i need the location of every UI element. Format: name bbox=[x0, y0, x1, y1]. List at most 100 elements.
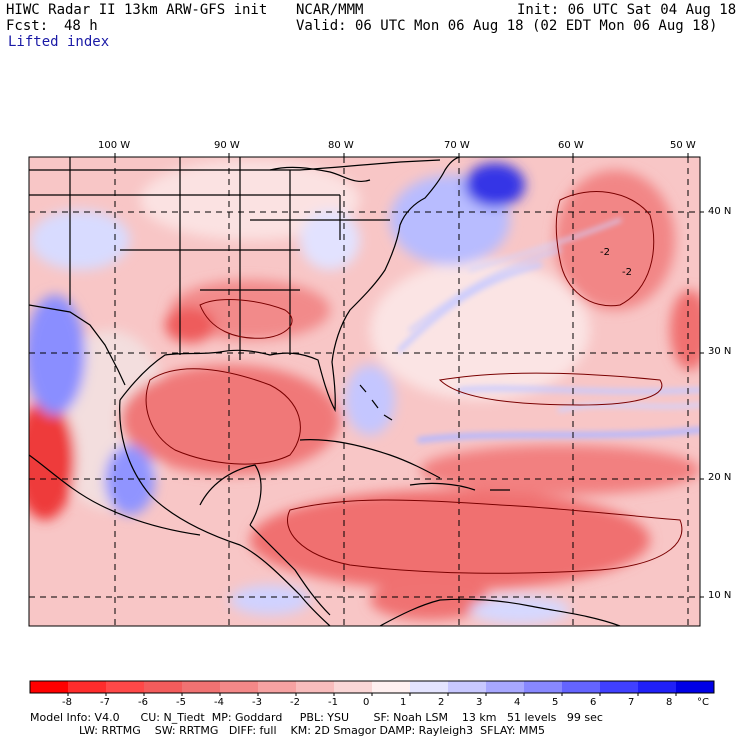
colorbar-swatch bbox=[106, 681, 144, 693]
central-america bbox=[249, 524, 331, 616]
colorbar-tick-neg4: -4 bbox=[214, 697, 224, 708]
mexico-pacific-coast bbox=[29, 454, 201, 536]
colorbar-swatch bbox=[372, 681, 410, 693]
lon-label-100w: 100 W bbox=[98, 140, 131, 151]
colorbar-swatch bbox=[524, 681, 562, 693]
us-mexico-border bbox=[29, 304, 126, 386]
unstable-east-edge bbox=[670, 290, 700, 370]
south-america-coast bbox=[379, 598, 621, 626]
colorbar-swatch bbox=[448, 681, 486, 693]
colorbar-swatch bbox=[676, 681, 714, 693]
colorbar-tick-7: 7 bbox=[628, 697, 635, 708]
field-name: Lifted index bbox=[8, 34, 110, 50]
stable-band-2 bbox=[408, 248, 562, 332]
lat-label-30n: 30 N bbox=[708, 346, 732, 357]
stable-west-mexico bbox=[29, 295, 85, 415]
model-info-line-2: LW: RRTMG SW: RRTMG DIFF: full KM: 2D Sm… bbox=[30, 724, 545, 737]
contour-label-2: -2 bbox=[622, 267, 632, 278]
model-info-line-1: Model Info: V4.0 CU: N_Tiedt MP: Goddard… bbox=[30, 711, 603, 724]
unstable-south bbox=[370, 580, 490, 620]
lon-label-90w: 90 W bbox=[214, 140, 240, 151]
neutral-zone-atlantic bbox=[370, 260, 590, 400]
colorbar-tick-6: 6 bbox=[590, 697, 597, 708]
cuba bbox=[299, 439, 441, 479]
lon-label-50w: 50 W bbox=[670, 140, 696, 151]
us-gulf-coast bbox=[119, 157, 461, 413]
forecast-hour-value: 48 h bbox=[64, 18, 98, 34]
state-lines bbox=[29, 157, 390, 360]
unstable-north-atlantic bbox=[555, 170, 675, 310]
colorbar-swatch bbox=[258, 681, 296, 693]
colorbar-swatch bbox=[220, 681, 258, 693]
colorbar-tick-5: 5 bbox=[552, 697, 559, 708]
lat-label-20n: 20 N bbox=[708, 472, 732, 483]
colorbar-unit: °C bbox=[697, 697, 709, 708]
contour-north-atlantic bbox=[555, 191, 655, 307]
valid-time: Valid: 06 UTC Mon 06 Aug 18 (02 EDT Mon … bbox=[296, 18, 718, 34]
stable-band-5 bbox=[558, 403, 700, 412]
lat-label-10n: 10 N bbox=[708, 590, 732, 601]
unstable-atlantic-band bbox=[420, 445, 700, 495]
colorbar-tick-neg5: -5 bbox=[176, 697, 186, 708]
lat-label-40n: 40 N bbox=[708, 206, 732, 217]
colorbar-tick-neg2: -2 bbox=[290, 697, 300, 708]
contour-label-1: -2 bbox=[600, 247, 610, 258]
stable-core bbox=[465, 163, 525, 207]
yucatan bbox=[199, 464, 262, 526]
lon-label-70w: 70 W bbox=[444, 140, 470, 151]
stable-central-america bbox=[105, 445, 155, 515]
contour-atlantic bbox=[438, 372, 663, 406]
stable-south-caribbean bbox=[470, 596, 570, 624]
mexico-coast bbox=[119, 399, 331, 626]
colorbar-tick-8: 8 bbox=[666, 697, 673, 708]
contour-caribbean bbox=[287, 499, 683, 574]
colorbar-swatch bbox=[600, 681, 638, 693]
stable-band-3 bbox=[457, 386, 700, 394]
colorbar-tick-neg3: -3 bbox=[252, 697, 262, 708]
colorbar-swatch bbox=[30, 681, 68, 693]
colorbar-swatch bbox=[638, 681, 676, 693]
organization-label: NCAR/MMM bbox=[296, 2, 364, 18]
stable-bahamas bbox=[345, 365, 395, 435]
colorbar-tick-0: 0 bbox=[363, 697, 370, 708]
colorbar-tick-neg6: -6 bbox=[138, 697, 148, 708]
great-lakes bbox=[269, 166, 371, 183]
colorbar-tick-neg7: -7 bbox=[100, 697, 110, 708]
lon-label-80w: 80 W bbox=[328, 140, 354, 151]
colorbar-tick-1: 1 bbox=[400, 697, 407, 708]
contour-southeast bbox=[199, 299, 293, 339]
colorbar-swatch bbox=[334, 681, 372, 693]
colorbar-swatch bbox=[296, 681, 334, 693]
colorbar-tick-neg8: -8 bbox=[62, 697, 72, 708]
map-frame bbox=[28, 156, 701, 627]
stable-pacific-south bbox=[230, 585, 310, 615]
colorbar-swatch bbox=[182, 681, 220, 693]
forecast-hour-label: Fcst: bbox=[6, 18, 49, 34]
lon-label-60w: 60 W bbox=[558, 140, 584, 151]
colorbar-tick-neg1: -1 bbox=[328, 697, 338, 708]
stable-virginia bbox=[300, 210, 360, 270]
contour-gulf bbox=[145, 368, 301, 465]
stable-band-4 bbox=[417, 427, 700, 443]
hispaniola bbox=[409, 482, 476, 491]
colorbar-swatch bbox=[68, 681, 106, 693]
unstable-arkansas bbox=[165, 307, 215, 343]
canada-border bbox=[29, 159, 441, 171]
colorbar-swatch bbox=[144, 681, 182, 693]
unstable-pacific bbox=[29, 400, 75, 520]
model-title: HIWC Radar II 13km ARW-GFS init bbox=[6, 2, 268, 18]
colorbar-swatch bbox=[410, 681, 448, 693]
stable-band-6 bbox=[468, 218, 622, 272]
unstable-gulf bbox=[120, 365, 340, 475]
stable-band-1 bbox=[397, 262, 543, 353]
colorbar-tick-2: 2 bbox=[438, 697, 445, 708]
colorbar-tick-4: 4 bbox=[514, 697, 521, 708]
colorbar-swatch bbox=[486, 681, 524, 693]
colorbar-swatch bbox=[562, 681, 600, 693]
stable-west-north bbox=[30, 210, 130, 270]
colorbar-tick-3: 3 bbox=[476, 697, 483, 708]
bahamas bbox=[359, 384, 393, 421]
init-time: Init: 06 UTC Sat 04 Aug 18 bbox=[517, 2, 737, 18]
